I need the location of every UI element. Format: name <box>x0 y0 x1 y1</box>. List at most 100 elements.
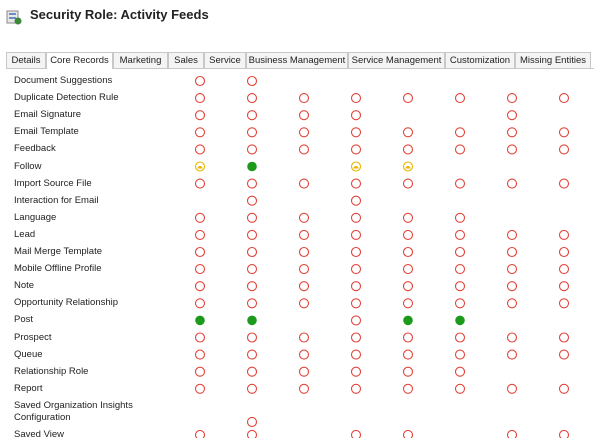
privilege-none[interactable] <box>350 127 362 138</box>
privilege-none[interactable] <box>246 383 258 394</box>
privilege-none[interactable] <box>402 144 414 155</box>
privilege-none[interactable] <box>298 229 310 240</box>
privilege-none[interactable] <box>454 281 466 292</box>
privilege-none[interactable] <box>246 332 258 343</box>
privilege-none[interactable] <box>506 349 518 360</box>
privilege-none[interactable] <box>350 195 362 206</box>
privilege-none[interactable] <box>246 110 258 121</box>
privilege-none[interactable] <box>246 229 258 240</box>
privilege-none[interactable] <box>402 383 414 394</box>
privilege-none[interactable] <box>402 264 414 275</box>
privilege-none[interactable] <box>350 178 362 189</box>
privilege-none[interactable] <box>402 127 414 138</box>
privilege-none[interactable] <box>506 144 518 155</box>
privilege-none[interactable] <box>506 229 518 240</box>
privilege-none[interactable] <box>506 127 518 138</box>
privilege-none[interactable] <box>194 93 206 104</box>
privilege-none[interactable] <box>246 246 258 258</box>
privilege-none[interactable] <box>402 246 414 258</box>
privilege-none[interactable] <box>350 93 362 104</box>
privilege-none[interactable] <box>350 383 362 394</box>
privilege-none[interactable] <box>246 212 258 223</box>
privilege-none[interactable] <box>246 416 258 427</box>
tab[interactable]: Missing Entities <box>515 52 591 68</box>
privilege-none[interactable] <box>454 212 466 223</box>
tab[interactable]: Core Records <box>46 52 113 69</box>
privilege-none[interactable] <box>246 349 258 360</box>
tab[interactable]: Customization <box>445 52 515 68</box>
privilege-none[interactable] <box>558 127 570 138</box>
privilege-none[interactable] <box>194 383 206 394</box>
privilege-none[interactable] <box>194 127 206 138</box>
privilege-none[interactable] <box>298 332 310 343</box>
privilege-none[interactable] <box>402 212 414 223</box>
privilege-none[interactable] <box>350 349 362 360</box>
privilege-none[interactable] <box>454 127 466 138</box>
privilege-none[interactable] <box>350 264 362 275</box>
privilege-org[interactable] <box>403 315 413 326</box>
privilege-none[interactable] <box>246 366 258 377</box>
privilege-org[interactable] <box>455 315 465 326</box>
privilege-none[interactable] <box>246 281 258 292</box>
privilege-none[interactable] <box>350 429 362 438</box>
privilege-none[interactable] <box>350 366 362 377</box>
privilege-user[interactable] <box>194 161 206 172</box>
privilege-none[interactable] <box>454 144 466 155</box>
privilege-none[interactable] <box>298 178 310 189</box>
privilege-none[interactable] <box>350 212 362 223</box>
privilege-none[interactable] <box>246 298 258 309</box>
privilege-none[interactable] <box>298 212 310 223</box>
privilege-none[interactable] <box>402 93 414 104</box>
tab[interactable]: Details <box>6 52 46 68</box>
privilege-none[interactable] <box>506 281 518 292</box>
privilege-none[interactable] <box>454 383 466 394</box>
privilege-none[interactable] <box>246 264 258 275</box>
privilege-none[interactable] <box>350 281 362 292</box>
privilege-org[interactable] <box>195 315 205 326</box>
privilege-none[interactable] <box>558 264 570 275</box>
privilege-none[interactable] <box>194 212 206 223</box>
privilege-none[interactable] <box>506 110 518 121</box>
privilege-none[interactable] <box>454 349 466 360</box>
privilege-none[interactable] <box>350 246 362 258</box>
privilege-none[interactable] <box>402 178 414 189</box>
privilege-none[interactable] <box>558 93 570 104</box>
privilege-none[interactable] <box>298 349 310 360</box>
privilege-none[interactable] <box>506 178 518 189</box>
privilege-org[interactable] <box>247 161 257 172</box>
privilege-none[interactable] <box>194 332 206 343</box>
privilege-none[interactable] <box>454 246 466 258</box>
privilege-none[interactable] <box>506 264 518 275</box>
privilege-none[interactable] <box>194 349 206 360</box>
privilege-none[interactable] <box>558 229 570 240</box>
privilege-none[interactable] <box>454 229 466 240</box>
privilege-none[interactable] <box>298 93 310 104</box>
privilege-none[interactable] <box>246 178 258 189</box>
tab[interactable]: Service Management <box>348 52 445 68</box>
privilege-none[interactable] <box>558 383 570 394</box>
privilege-none[interactable] <box>454 332 466 343</box>
privilege-none[interactable] <box>558 349 570 360</box>
privilege-none[interactable] <box>350 332 362 343</box>
privilege-none[interactable] <box>454 178 466 189</box>
privilege-none[interactable] <box>298 281 310 292</box>
privilege-none[interactable] <box>194 144 206 155</box>
tab[interactable]: Marketing <box>113 52 168 68</box>
privilege-none[interactable] <box>558 281 570 292</box>
privilege-none[interactable] <box>298 298 310 309</box>
privilege-none[interactable] <box>246 75 258 87</box>
privilege-none[interactable] <box>298 366 310 377</box>
privilege-none[interactable] <box>558 298 570 309</box>
privilege-none[interactable] <box>298 264 310 275</box>
privilege-none[interactable] <box>246 195 258 206</box>
privilege-none[interactable] <box>506 298 518 309</box>
privilege-none[interactable] <box>350 229 362 240</box>
privilege-user[interactable] <box>402 161 414 172</box>
privilege-none[interactable] <box>298 246 310 258</box>
privilege-none[interactable] <box>194 366 206 377</box>
privilege-none[interactable] <box>194 429 206 438</box>
privilege-none[interactable] <box>558 332 570 343</box>
privilege-org[interactable] <box>247 315 257 326</box>
privilege-none[interactable] <box>506 246 518 258</box>
privilege-none[interactable] <box>246 127 258 138</box>
